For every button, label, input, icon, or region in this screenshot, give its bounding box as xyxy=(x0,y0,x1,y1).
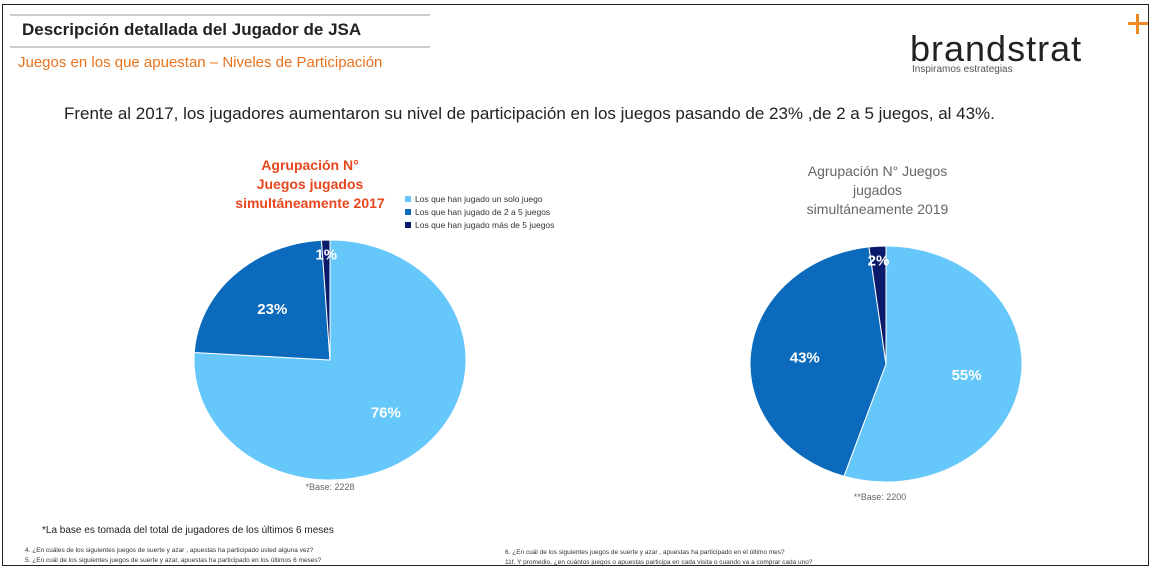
data-label: 1% xyxy=(315,246,337,263)
data-label: 76% xyxy=(371,404,401,421)
legend-label: Los que han jugado de 2 a 5 juegos xyxy=(415,207,550,217)
legend-swatch xyxy=(405,209,411,215)
legend-swatch xyxy=(405,196,411,202)
question: 11f. Y promedio, ¿en cuántos juegos o ap… xyxy=(505,559,813,566)
base-note: *Base: 2228 xyxy=(305,482,354,492)
logo-name: brandstrat xyxy=(910,28,1083,69)
pie-slice xyxy=(193,239,331,361)
chart-title: Agrupación N° Juegos jugados simultáneam… xyxy=(806,163,949,217)
legend-label: Los que han jugado más de 5 juegos xyxy=(415,220,554,230)
header-title: Descripción detallada del Jugador de JSA xyxy=(22,20,362,39)
legend-label: Los que han jugado un solo juego xyxy=(415,194,543,204)
pie-slice xyxy=(843,245,1023,483)
header-box xyxy=(10,14,430,48)
logo-tagline: Inspiramos estrategias xyxy=(912,64,1013,75)
pie-slice xyxy=(320,239,331,361)
base-note: **Base: 2200 xyxy=(854,492,907,502)
legend-swatch xyxy=(405,222,411,228)
data-label: 43% xyxy=(790,349,820,366)
footnote: *La base es tomada del total de jugadore… xyxy=(42,525,334,536)
question: 6. ¿En cuál de los siguientes juegos de … xyxy=(505,549,785,556)
data-label: 2% xyxy=(868,252,890,269)
data-label: 23% xyxy=(257,301,287,318)
headline: Frente al 2017, los jugadores aumentaron… xyxy=(64,104,995,123)
question: 5. ¿En cuál de los siguientes juegos de … xyxy=(25,557,322,564)
chart-title: Agrupación N° Juegos jugados simultáneam… xyxy=(235,157,385,211)
frame xyxy=(2,4,1149,566)
logo-plus xyxy=(1128,14,1148,34)
pie-slice xyxy=(868,245,887,365)
data-label: 55% xyxy=(952,367,982,384)
pie-slice xyxy=(749,246,887,477)
header-subtitle: Juegos en los que apuestan – Niveles de … xyxy=(18,54,383,71)
question: 4. ¿En cuáles de los siguientes juegos d… xyxy=(25,547,314,554)
